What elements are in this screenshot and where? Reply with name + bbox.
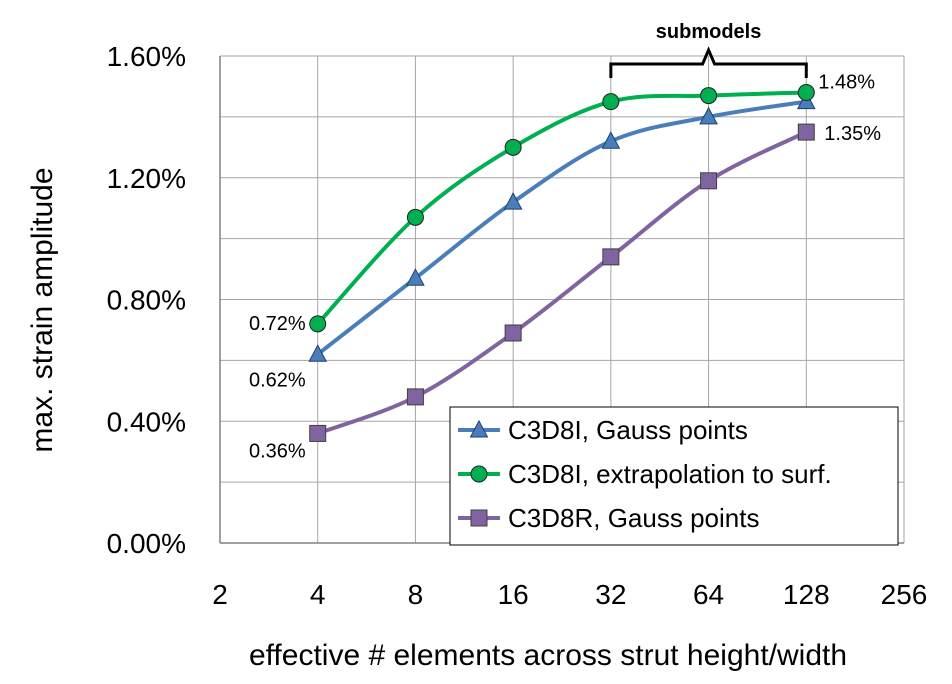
data-label: 0.36% [249,440,306,462]
submodels-bracket: submodels [609,21,808,78]
series-2 [309,84,815,333]
y-tick-label: 0.40% [107,406,186,437]
data-point [503,192,523,210]
data-point [700,172,718,190]
x-tick-label: 32 [595,579,626,610]
x-axis-label: effective # elements across strut height… [249,639,847,672]
y-tick-label: 0.80% [107,285,186,316]
data-point [797,84,815,102]
legend-label: C3D8I, extrapolation to surf. [508,459,832,489]
data-point [406,208,424,226]
data-point [309,315,327,333]
data-point [602,93,620,111]
data-label: 1.35% [824,123,881,145]
legend-item: C3D8R, Gauss points [458,503,759,533]
series-line [316,99,807,356]
data-point [797,123,815,141]
data-point [308,344,328,362]
legend-swatch-marker [470,465,488,483]
series-group [308,84,816,442]
legend-box [449,406,899,546]
x-tick-label: 4 [310,579,326,610]
x-tick-label: 64 [693,579,724,610]
legend-swatch-marker [470,509,488,527]
x-tick-label: 2 [212,579,228,610]
data-point [602,248,620,266]
series-1 [308,91,816,362]
legend-item: C3D8I, Gauss points [458,415,748,445]
y-axis-label: max. strain amplitude [26,167,59,452]
data-label: 0.62% [249,369,306,391]
x-tick-label: 256 [881,579,928,610]
x-axis-ticks: 2 4 8 16 32 64 128 256 [212,579,927,610]
legend-label: C3D8R, Gauss points [508,503,759,533]
x-tick-label: 8 [408,579,424,610]
data-point [700,87,718,105]
legend-item: C3D8I, extrapolation to surf. [458,459,832,489]
y-axis-ticks: 0.00% 0.40% 0.80% 1.20% 1.60% [107,41,186,559]
legend-label: C3D8I, Gauss points [508,415,748,445]
bracket-label: submodels [656,21,762,43]
data-point [406,268,425,286]
legend-swatch-marker [469,419,489,438]
data-point [504,138,522,156]
data-point [699,106,718,125]
bracket-line [609,46,808,78]
data-label: 1.48% [818,72,875,94]
y-tick-label: 0.00% [107,528,186,559]
data-point [504,324,522,342]
data-annotations: 0.72% 0.62% 0.36% 1.48% 1.35% [249,72,881,463]
x-tick-label: 128 [783,579,830,610]
data-label: 0.72% [249,313,306,335]
legend: C3D8I, Gauss points C3D8I, extrapolation … [449,406,899,546]
y-tick-label: 1.60% [107,41,186,72]
x-tick-label: 16 [498,579,529,610]
data-point [309,424,327,442]
series-line [316,90,807,326]
data-point [406,388,424,406]
y-tick-label: 1.20% [107,163,186,194]
series-3 [309,123,815,442]
data-point [601,131,621,149]
